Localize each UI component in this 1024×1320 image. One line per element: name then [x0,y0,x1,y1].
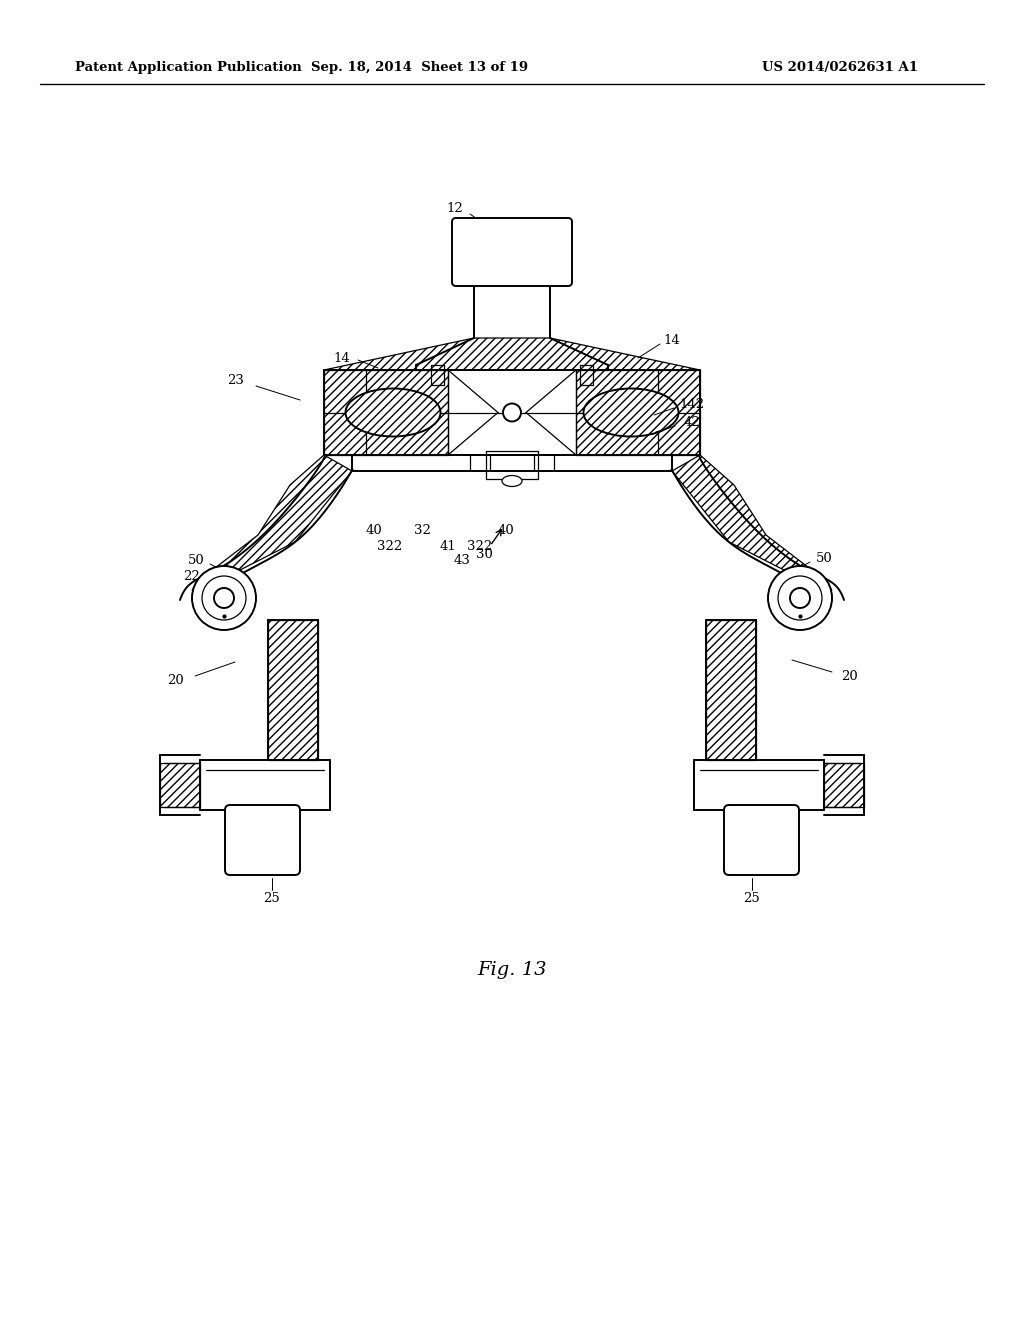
Text: 43: 43 [454,553,470,566]
Text: 42: 42 [684,416,700,429]
Text: 23: 23 [227,374,245,387]
Ellipse shape [584,388,679,437]
Text: 40: 40 [498,524,514,536]
Text: 50: 50 [187,553,205,566]
Text: 20: 20 [167,673,183,686]
Text: Fig. 13: Fig. 13 [477,961,547,979]
Text: 12: 12 [446,202,464,214]
Text: 25: 25 [743,891,761,904]
FancyBboxPatch shape [225,805,300,875]
Text: 22: 22 [183,569,201,582]
Circle shape [768,566,831,630]
Circle shape [202,576,246,620]
Circle shape [503,404,521,421]
Text: US 2014/0262631 A1: US 2014/0262631 A1 [762,62,918,74]
Circle shape [778,576,822,620]
Text: 322: 322 [378,540,402,553]
Text: 25: 25 [263,891,281,904]
Text: 32: 32 [414,524,430,536]
Text: 322: 322 [467,540,493,553]
Ellipse shape [502,475,522,487]
Circle shape [790,587,810,609]
Text: 30: 30 [475,549,493,561]
Text: 14: 14 [334,351,350,364]
Text: 50: 50 [816,552,833,565]
Text: 142: 142 [680,397,705,411]
Bar [460,226,564,279]
Text: Patent Application Publication: Patent Application Publication [75,62,302,74]
Circle shape [214,587,234,609]
Text: 20: 20 [842,669,858,682]
FancyBboxPatch shape [724,805,799,875]
Text: 41: 41 [439,540,457,553]
Circle shape [193,566,256,630]
Text: Sep. 18, 2014  Sheet 13 of 19: Sep. 18, 2014 Sheet 13 of 19 [311,62,528,74]
Ellipse shape [345,388,440,437]
Text: 14: 14 [664,334,680,346]
FancyBboxPatch shape [452,218,572,286]
Text: 40: 40 [366,524,382,536]
